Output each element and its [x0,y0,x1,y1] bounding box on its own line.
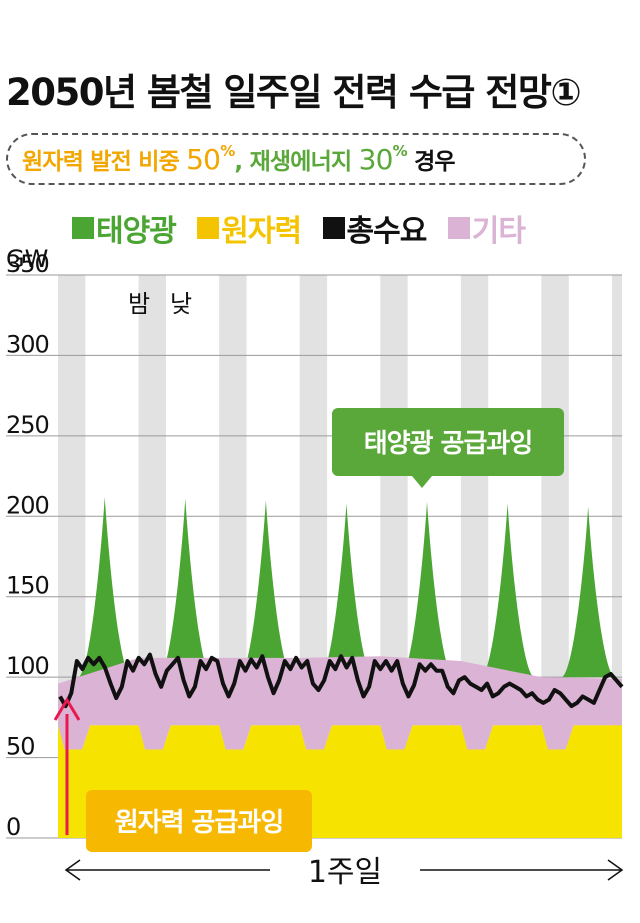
renewable-percent: 30 [358,143,394,176]
legend-label: 기타 [471,214,526,249]
y-tick-label: 50 [6,733,35,761]
legend-item-other: 기타 [447,206,526,250]
percent-sign: % [220,142,235,160]
subtitle: 원자력 발전 비중 50%, 재생에너지 30% 경우 [22,142,456,176]
page-title: 2050년 봄철 일주일 전력 수급 전망① [6,71,582,114]
y-tick-label: 100 [6,652,49,680]
callout-box [86,790,312,852]
subtitle-suffix: 경우 [414,149,456,175]
legend-item-demand: 총수요 [322,206,428,250]
solar-peak [481,503,534,678]
x-axis-label: 1주일 [308,855,382,890]
solar-peak [320,503,373,678]
y-axis-label: GW [6,245,48,273]
period-label-night: 밤 [128,290,150,318]
solar-peak [401,501,453,678]
legend: 태양광 원자력 총수요 기타 [72,206,537,250]
subtitle-text: 원자력 발전 비중 [22,149,187,175]
legend-label: 태양광 [96,214,177,249]
solar-peak [78,496,131,678]
y-tick-label: 0 [6,813,20,841]
demand-line [58,652,624,709]
legend-swatch-solar [72,217,94,239]
other-area [58,656,622,750]
solar-peak [562,506,614,678]
solar-peak [159,498,212,678]
y-tick-label: 350 [6,250,49,278]
subtitle-frame [6,133,586,185]
legend-swatch-other [447,217,470,239]
callout-pointer [412,476,432,488]
legend-label: 총수요 [346,214,428,249]
y-tick-label: 150 [6,572,49,600]
callout-label: 원자력 공급과잉 [115,808,284,838]
nuclear-arrow-head [53,697,81,721]
legend-item-solar: 태양광 [72,206,177,250]
legend-item-nuclear: 원자력 [197,206,302,250]
callout-solar-oversupply: 태양광 공급과잉 [332,408,564,488]
y-tick-label: 250 [6,411,49,439]
solar-peak [240,500,292,678]
period-label-day: 낮 [170,290,192,318]
night-band [612,275,622,838]
subtitle-separator: , 재생에너지 [234,149,359,175]
y-tick-label: 300 [6,330,49,358]
legend-swatch-demand [322,217,345,239]
x-axis-arrowhead-right [607,859,624,881]
nuclear-percent: 50 [186,143,221,176]
callout-box [332,408,564,476]
callout-nuclear-oversupply: 원자력 공급과잉 [86,790,312,852]
legend-swatch-nuclear [197,217,220,239]
y-tick-label: 200 [6,491,49,519]
legend-label: 원자력 [221,214,302,249]
x-axis-arrowhead-left [64,859,81,881]
callout-label: 태양광 공급과잉 [364,429,533,459]
percent-sign: % [392,142,408,160]
